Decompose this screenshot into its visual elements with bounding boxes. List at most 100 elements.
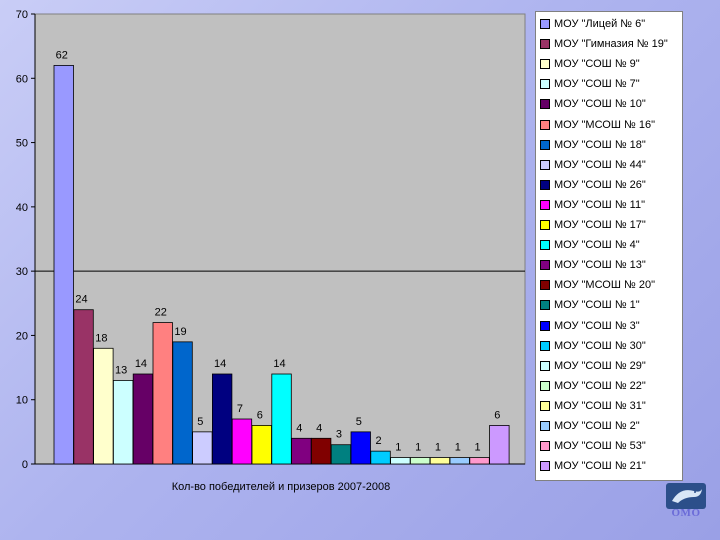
bars-group <box>53 65 510 465</box>
legend-swatch <box>540 139 550 150</box>
data-label: 14 <box>214 358 226 370</box>
legend-item: МОУ "СОШ № 9" <box>540 55 640 73</box>
legend-item: МОУ "СОШ № 3" <box>540 317 640 335</box>
legend-swatch <box>540 179 550 190</box>
legend-label: МОУ "СОШ № 9" <box>554 58 640 71</box>
legend-swatch <box>540 199 550 210</box>
data-label: 1 <box>415 442 421 454</box>
bar <box>409 457 431 465</box>
bar <box>390 457 411 465</box>
y-tick-label: 10 <box>16 395 28 407</box>
legend-item: МОУ "СОШ № 26" <box>540 176 646 194</box>
legend-item: МОУ "СОШ № 30" <box>540 337 646 355</box>
legend-item: МОУ "СОШ № 31" <box>540 397 646 415</box>
legend-swatch <box>540 59 550 70</box>
bar <box>192 431 213 465</box>
bar <box>53 65 74 465</box>
y-tick-label: 0 <box>22 459 28 471</box>
bar <box>310 437 332 465</box>
legend-swatch <box>540 119 550 130</box>
legend-swatch <box>540 441 550 452</box>
bar <box>152 322 173 465</box>
legend-swatch <box>540 159 550 170</box>
y-tick-label: 70 <box>16 9 28 21</box>
legend-swatch <box>540 260 550 271</box>
legend-item: МОУ "СОШ № 4" <box>540 236 640 254</box>
legend-label: МОУ "СОШ № 11" <box>554 198 646 211</box>
data-label: 14 <box>273 358 285 370</box>
data-label: 3 <box>336 429 342 441</box>
legend-label: МОУ "СОШ № 7" <box>554 78 640 91</box>
data-label: 24 <box>75 294 87 306</box>
legend-item: МОУ "СОШ № 1" <box>540 296 640 314</box>
bar <box>429 457 451 465</box>
legend-swatch <box>540 39 550 50</box>
legend-item: МОУ "СОШ № 17" <box>540 216 646 234</box>
y-tick-label: 30 <box>16 266 28 278</box>
bar <box>231 418 253 465</box>
legend-swatch <box>540 380 550 391</box>
legend-item: МОУ "МСОШ № 20" <box>540 276 655 294</box>
bar <box>449 457 470 465</box>
legend-label: МОУ "СОШ № 1" <box>554 299 640 312</box>
data-label: 22 <box>155 307 167 319</box>
data-label: 62 <box>56 49 68 61</box>
data-label: 6 <box>494 409 500 421</box>
data-labels-group: 62 24 18 13 14 22 19 5 14 7 6 14 4 4 3 5 2 1 1 1 1 1 6 <box>56 49 501 453</box>
legend-item: МОУ "Лицей № 6" <box>540 15 645 33</box>
data-label: 2 <box>375 435 381 447</box>
y-tick-label: 50 <box>16 138 28 150</box>
legend-swatch <box>540 220 550 230</box>
legend-item: МОУ "СОШ № 2" <box>540 417 640 435</box>
bar <box>330 444 352 465</box>
logo-text: ОМО <box>671 507 701 519</box>
legend-label: МОУ "СОШ № 13" <box>554 259 646 272</box>
legend-item: МОУ "СОШ № 22" <box>540 377 646 395</box>
legend-swatch <box>540 360 550 371</box>
legend-label: МОУ "СОШ № 2" <box>554 420 640 432</box>
legend-label: МОУ "МСОШ № 16" <box>554 118 655 131</box>
data-label: 13 <box>115 364 127 376</box>
legend-swatch <box>540 421 550 431</box>
legend: МОУ "Лицей № 6" МОУ "Гимназия № 19" МОУ "С… <box>535 11 683 481</box>
y-tick-label: 60 <box>16 73 28 85</box>
legend-swatch <box>540 79 550 90</box>
legend-swatch <box>540 280 550 291</box>
legend-label: МОУ "СОШ № 29" <box>554 359 646 372</box>
legend-item: МОУ "СОШ № 13" <box>540 256 646 274</box>
bar <box>291 437 312 465</box>
legend-swatch <box>540 19 550 29</box>
legend-item: МОУ "СОШ № 44" <box>540 156 646 174</box>
bar <box>211 373 233 465</box>
legend-swatch <box>540 400 550 411</box>
data-label: 4 <box>296 422 302 434</box>
legend-swatch <box>540 340 550 351</box>
legend-item: МОУ "СОШ № 7" <box>540 75 640 93</box>
legend-label: МОУ "МСОШ № 20" <box>554 279 655 292</box>
bar <box>113 380 134 465</box>
data-label: 1 <box>395 442 401 454</box>
data-label: 5 <box>356 416 362 428</box>
legend-swatch <box>540 300 550 311</box>
legend-label: МОУ "СОШ № 17" <box>554 219 646 231</box>
legend-item: МОУ "СОШ № 29" <box>540 357 646 375</box>
legend-label: МОУ "СОШ № 31" <box>554 399 646 412</box>
data-label: 4 <box>316 422 322 434</box>
legend-label: МОУ "СОШ № 30" <box>554 339 646 352</box>
legend-item: МОУ "СОШ № 53" <box>540 437 646 455</box>
data-label: 7 <box>237 403 243 415</box>
y-tick-label: 20 <box>16 330 28 342</box>
legend-label: МОУ "СОШ № 3" <box>554 319 640 332</box>
legend-label: МОУ "СОШ № 53" <box>554 440 646 453</box>
logo: ОМО <box>664 481 708 521</box>
data-label: 19 <box>174 326 186 338</box>
legend-label: МОУ "Гимназия № 19" <box>554 38 668 51</box>
legend-swatch <box>540 320 550 331</box>
y-axis: 0 10 20 30 40 50 60 70 <box>16 9 525 471</box>
data-label: 18 <box>95 332 107 344</box>
legend-swatch <box>540 461 550 472</box>
legend-label: МОУ "СОШ № 44" <box>554 158 646 171</box>
legend-item: МОУ "Гимназия № 19" <box>540 35 668 53</box>
legend-label: МОУ "СОШ № 22" <box>554 379 646 392</box>
